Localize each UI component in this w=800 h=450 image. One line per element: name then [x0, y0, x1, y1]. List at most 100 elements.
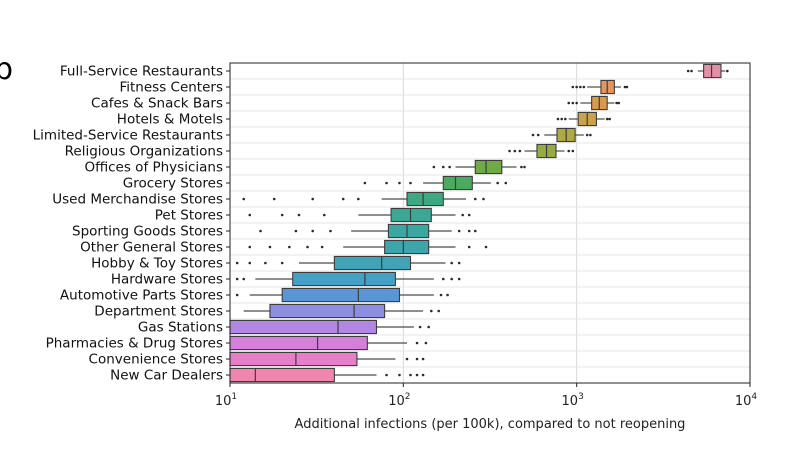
box-limited-service-restaurants — [531, 127, 592, 143]
outlier-point — [484, 245, 488, 249]
outlier-point — [363, 181, 367, 185]
outlier-point — [398, 181, 401, 185]
outlier-point — [457, 277, 461, 281]
outlier-point — [496, 181, 499, 185]
outlier-point — [259, 229, 262, 233]
outlier-point — [288, 245, 291, 249]
outlier-point — [690, 69, 693, 73]
box-iqr — [474, 159, 503, 175]
y-tick-label: Cafes & Snack Bars — [91, 96, 223, 112]
box-iqr — [387, 223, 430, 239]
outlier-point — [409, 181, 412, 185]
outlier-point — [585, 133, 589, 137]
outlier-point — [575, 85, 578, 89]
y-tick-label: Religious Organizations — [65, 144, 223, 160]
grid-layer — [229, 62, 751, 384]
box-cafes-snack-bars — [567, 95, 621, 111]
outlier-point — [508, 149, 511, 153]
outlier-point — [623, 85, 627, 89]
outlier-point — [415, 373, 419, 377]
box-department-stores — [243, 303, 441, 319]
outlier-point — [415, 357, 419, 361]
box-iqr — [292, 271, 396, 287]
box-iqr — [281, 287, 401, 303]
outlier-point — [531, 133, 535, 137]
outlier-point — [235, 277, 239, 281]
y-tick-label: Fitness Centers — [119, 80, 223, 96]
outlier-point — [564, 117, 567, 121]
x-tick-label: 103 — [562, 392, 584, 409]
outlier-point — [409, 373, 412, 377]
outlier-point — [567, 149, 571, 153]
y-tick-label: New Car Dealers — [110, 368, 223, 384]
outlier-point — [280, 213, 284, 217]
outlier-point — [560, 117, 564, 121]
outlier-point — [235, 293, 239, 297]
outlier-point — [248, 213, 252, 217]
box-new-car-dealers — [229, 367, 425, 383]
x-axis-label: Additional infections (per 100k), compar… — [295, 417, 686, 432]
outlier-point — [323, 213, 326, 217]
outlier-point — [306, 245, 309, 249]
outlier-point — [450, 261, 453, 265]
x-tick-label: 101 — [215, 392, 237, 409]
box-convenience-stores — [229, 351, 425, 367]
y-tick-label: Offices of Physicians — [84, 160, 223, 176]
outlier-point — [589, 133, 592, 137]
outlier-point — [582, 85, 586, 89]
outlier-point — [523, 165, 526, 169]
outlier-point — [242, 277, 246, 281]
box-automotive-parts-stores — [235, 287, 449, 303]
outlier-point — [421, 373, 425, 377]
box-full-service-restaurants — [686, 63, 729, 79]
box-grocery-stores — [363, 175, 508, 191]
box-iqr — [269, 303, 386, 319]
box-iqr — [229, 351, 358, 367]
outlier-point — [556, 117, 560, 121]
outlier-point — [441, 277, 445, 281]
outlier-point — [248, 245, 252, 249]
outlier-point — [686, 69, 690, 73]
outlier-point — [473, 229, 477, 233]
outlier-point — [235, 261, 239, 265]
y-tick-label: Other General Stores — [80, 240, 223, 256]
box-iqr — [229, 319, 378, 335]
y-tick-label: Hobby & Toy Stores — [91, 256, 223, 272]
outlier-point — [415, 341, 419, 345]
box-hotels-motels — [556, 111, 611, 127]
outlier-point — [605, 117, 609, 121]
box-gas-stations — [229, 319, 430, 335]
outlier-point — [341, 197, 345, 201]
outlier-point — [432, 165, 436, 169]
outlier-point — [461, 213, 464, 217]
outlier-point — [625, 85, 629, 89]
outlier-point — [311, 197, 315, 201]
box-layer — [229, 63, 729, 383]
box-sporting-goods-stores — [259, 223, 477, 239]
outlier-point — [518, 149, 522, 153]
outlier-point — [617, 101, 621, 105]
y-tick-label: Pet Stores — [155, 208, 223, 224]
outlier-point — [242, 197, 246, 201]
outlier-point — [467, 213, 471, 217]
outlier-point — [398, 373, 401, 377]
outlier-point — [357, 197, 360, 201]
outlier-point — [520, 165, 523, 169]
y-tick-label: Limited-Service Restaurants — [33, 128, 223, 144]
x-tick-label: 104 — [735, 392, 758, 409]
outlier-point — [448, 165, 451, 169]
box-iqr — [229, 367, 335, 383]
box-pet-stores — [248, 207, 471, 223]
x-tick-labels: 101 102 103 104 — [215, 383, 758, 409]
outlier-point — [579, 85, 582, 89]
y-tick-label: Sporting Goods Stores — [72, 224, 223, 240]
box-hardware-stores — [235, 271, 461, 287]
outlier-point — [385, 373, 388, 377]
outlier-point — [418, 325, 422, 329]
y-tick-label: Convenience Stores — [89, 352, 223, 368]
y-tick-label: Gas Stations — [138, 320, 223, 336]
box-iqr — [333, 255, 412, 271]
outlier-point — [567, 101, 571, 105]
